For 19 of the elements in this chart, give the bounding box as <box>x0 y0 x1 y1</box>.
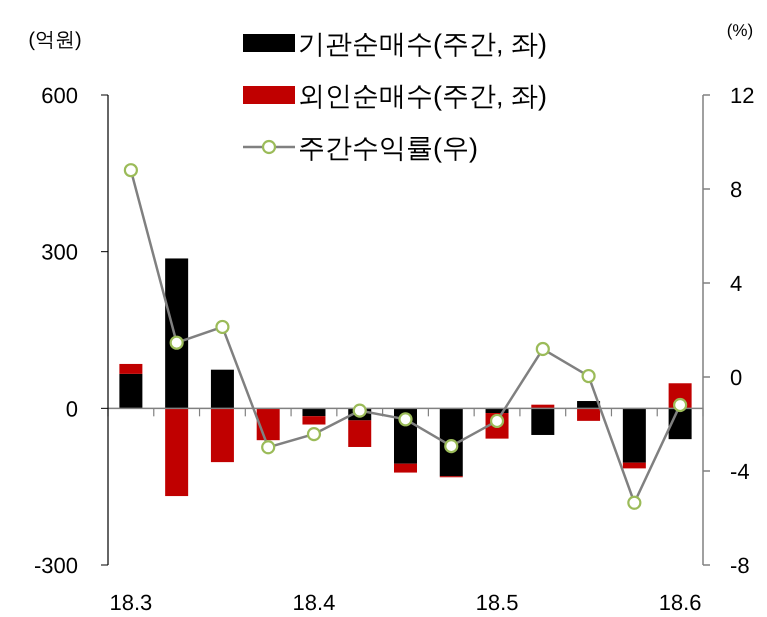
y-tick-label: 0 <box>66 396 78 422</box>
y-tick-label: 600 <box>41 83 78 108</box>
x-tick-label: 18.3 <box>109 590 152 615</box>
x-tick-label: 18.5 <box>476 590 518 615</box>
y-tick-label: -300 <box>34 553 78 578</box>
y2-tick-label: -8 <box>730 553 750 578</box>
y-axis-title: (억원) <box>28 29 82 51</box>
y2-tick-label: 12 <box>730 83 754 108</box>
y2-tick-label: 0 <box>730 365 742 390</box>
x-tick-label: 18.6 <box>658 590 702 615</box>
y2-axis-title: (%) <box>726 21 754 40</box>
legend-label: 주간수익률(우) <box>298 133 478 163</box>
y2-tick-label: -4 <box>730 459 750 484</box>
y-tick-label: 300 <box>41 240 78 265</box>
y2-tick-label: 8 <box>730 177 742 202</box>
legend-label: 기관순매수(주간, 좌) <box>298 29 547 59</box>
y2-tick-label: 4 <box>730 271 742 296</box>
legend-label: 외인순매수(주간, 좌) <box>298 81 547 111</box>
x-tick-label: 18.4 <box>292 590 336 615</box>
